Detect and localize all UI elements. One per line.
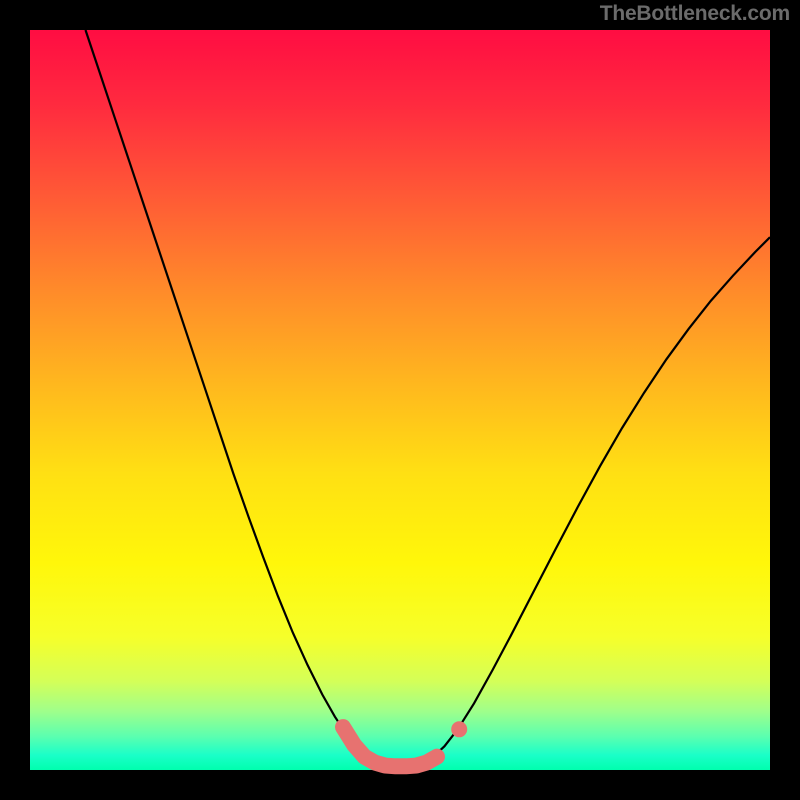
watermark-text: TheBottleneck.com: [600, 2, 790, 26]
chart-container: TheBottleneck.com: [0, 0, 800, 800]
plot-background-gradient: [30, 30, 770, 770]
highlight-marker: [451, 721, 467, 737]
bottleneck-curve-chart: [0, 0, 800, 800]
